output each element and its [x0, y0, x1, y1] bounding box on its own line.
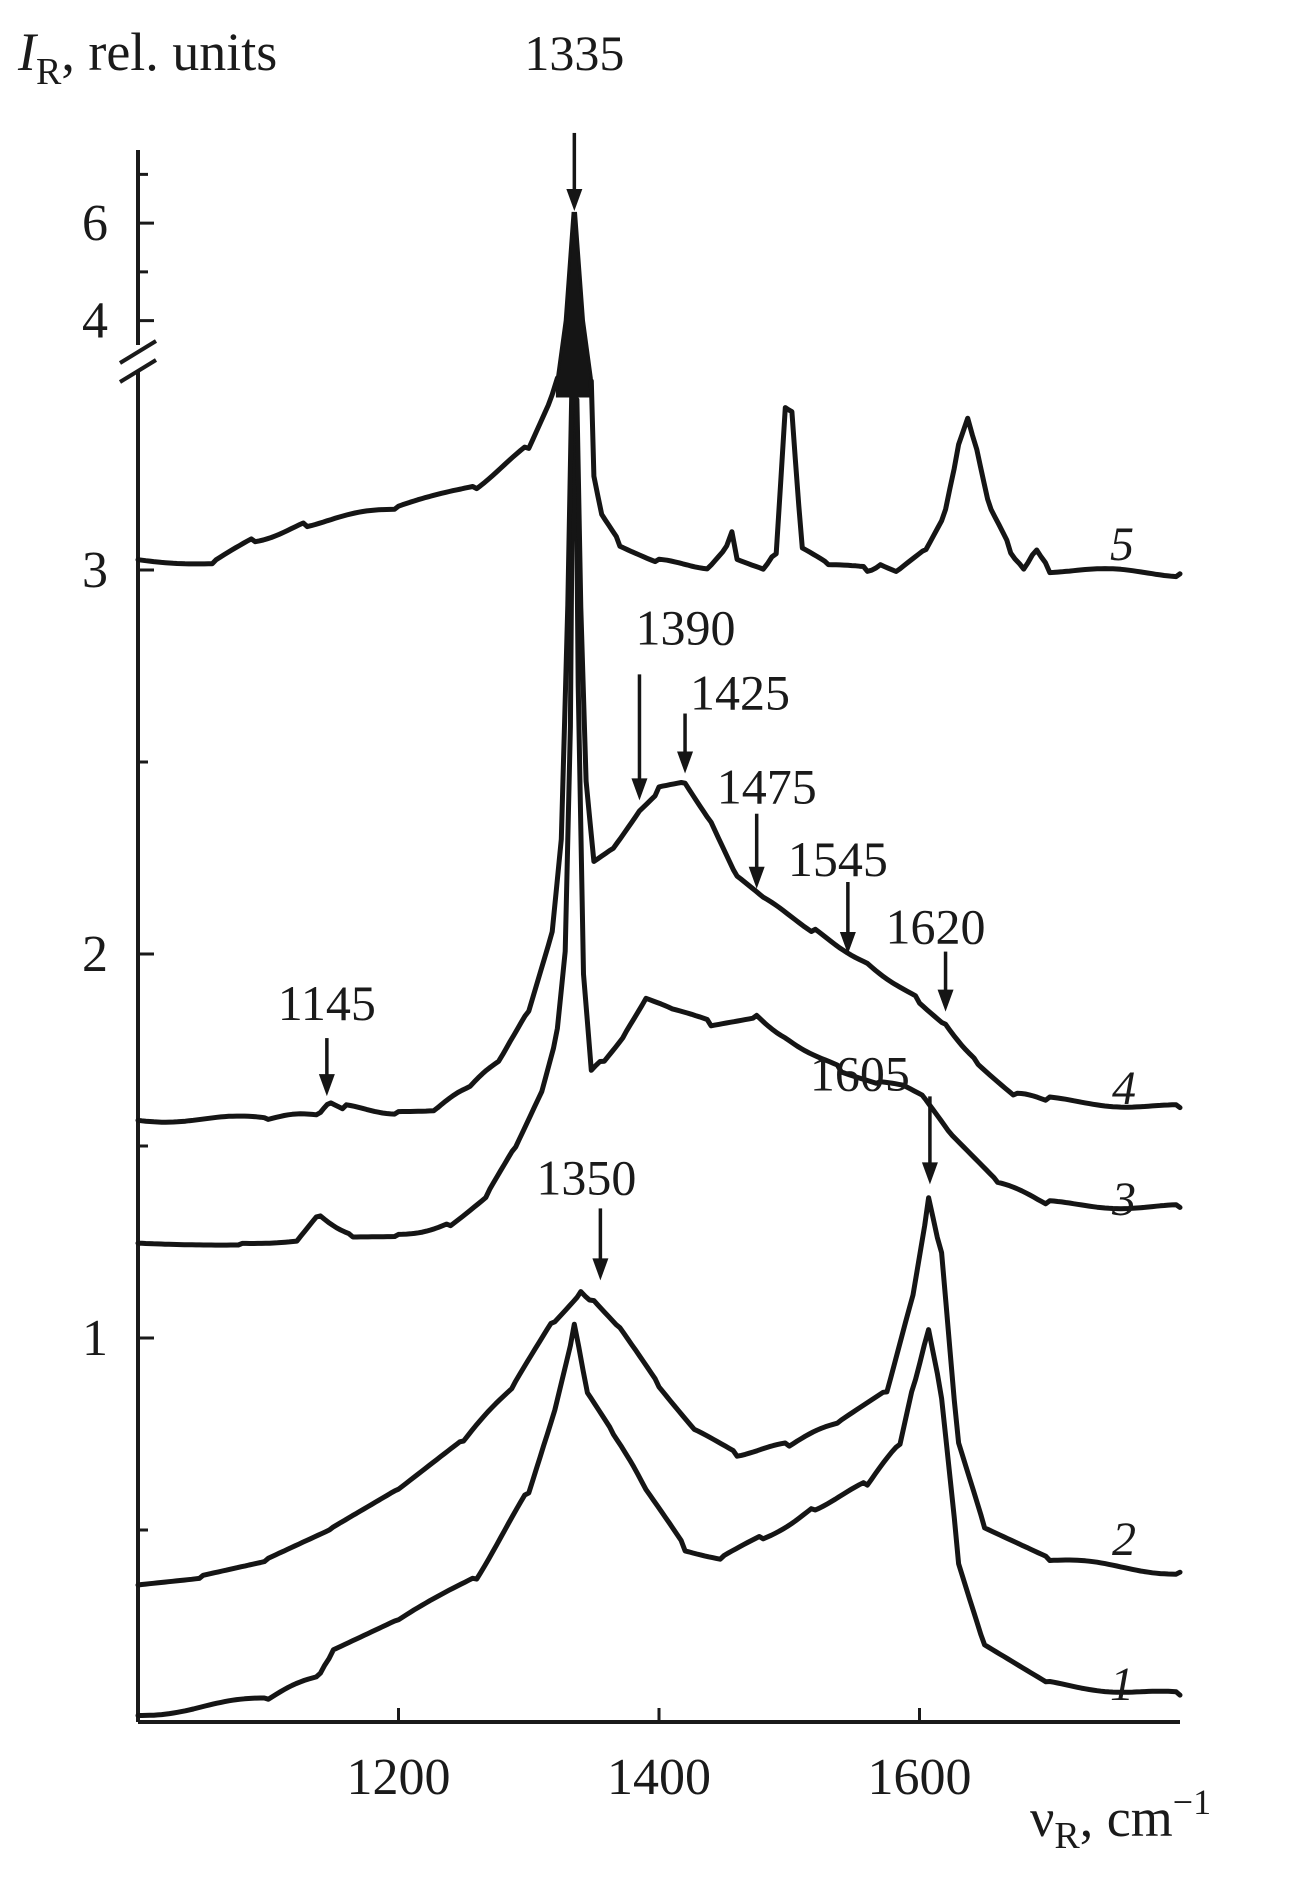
peak-arrow-1335: 1335 — [524, 25, 624, 211]
peak-arrow-1475: 1475 — [717, 759, 817, 889]
y-axis-label-subscript: R — [36, 51, 62, 93]
series-2-label: 2 — [1112, 1513, 1136, 1566]
arrow-head — [318, 1074, 335, 1097]
arrow-head — [566, 188, 583, 211]
peak-label: 1145 — [278, 975, 376, 1031]
peak-arrow-1620: 1620 — [886, 899, 986, 1012]
arrow-head — [748, 866, 765, 889]
series-5-line — [135, 375, 560, 567]
x-axis-label-symbol: ν — [1030, 1788, 1054, 1848]
x-axis-label-subscript: R — [1054, 1815, 1080, 1857]
x-tick-label: 1600 — [868, 1749, 972, 1806]
peak-arrow-1390: 1390 — [631, 599, 735, 801]
series-4-label: 4 — [1112, 1062, 1136, 1115]
axis-break-mark — [118, 339, 158, 365]
arrow-head — [937, 989, 954, 1012]
x-tick-label: 1200 — [347, 1749, 451, 1806]
series-5-peak-upper — [555, 211, 593, 398]
x-axis-label: νR, cm−1 — [1030, 1782, 1211, 1857]
series-4-line — [135, 393, 1183, 1125]
svg-text:IR, rel. units: IR, rel. units — [17, 22, 277, 93]
peak-label: 1475 — [717, 759, 817, 815]
arrow-head — [631, 778, 648, 801]
x-axis-label-text: , cm — [1080, 1788, 1173, 1848]
spectra-curves: 1 2 3 4 5 — [135, 211, 1183, 1718]
peak-arrow-1545: 1545 — [788, 831, 888, 954]
axis-break-mark — [118, 358, 158, 384]
y-tick-label: 2 — [82, 926, 108, 983]
peak-label: 1390 — [635, 599, 735, 655]
y-axis-label-symbol: I — [17, 22, 39, 82]
peak-label: 1350 — [536, 1149, 636, 1205]
y-tick-label: 6 — [82, 195, 108, 252]
x-axis-label-superscript: −1 — [1173, 1782, 1211, 1822]
peak-label: 1605 — [810, 1045, 910, 1101]
axes: 1200 1400 1600 1 2 3 4 6 — [82, 150, 1180, 1806]
y-tick-label: 3 — [82, 542, 108, 599]
peak-arrow-1605: 1605 — [810, 1045, 938, 1185]
y-tick-label: 1 — [82, 1310, 108, 1367]
arrow-head — [921, 1162, 938, 1185]
series-1-label: 1 — [1110, 1658, 1134, 1711]
series-3-label: 3 — [1111, 1173, 1136, 1226]
y-axis-label-text: , rel. units — [61, 22, 277, 82]
peak-arrow-1425: 1425 — [677, 665, 790, 774]
peak-label: 1620 — [886, 899, 986, 955]
series-5-line-tail — [588, 378, 1183, 580]
svg-text:νR, cm−1: νR, cm−1 — [1030, 1782, 1211, 1857]
series-1-line — [135, 1321, 1183, 1718]
arrow-head — [592, 1258, 609, 1281]
peak-arrow-1350: 1350 — [536, 1149, 636, 1281]
peak-label: 1335 — [524, 25, 624, 81]
peak-label: 1545 — [788, 831, 888, 887]
series-3-line — [135, 396, 1183, 1248]
arrow-head — [677, 751, 694, 774]
series-5-label: 5 — [1110, 518, 1134, 571]
peak-label: 1425 — [690, 665, 790, 721]
y-tick-label: 4 — [82, 293, 108, 350]
y-axis-label: IR, rel. units — [17, 22, 277, 93]
peak-arrow-1145: 1145 — [278, 975, 376, 1097]
peak-annotations: 1335 1145 1350 1605 1390 1425 1475 1545 1620 — [278, 25, 986, 1281]
x-tick-label: 1400 — [607, 1749, 711, 1806]
series-2-line — [135, 1195, 1183, 1588]
arrow-head — [839, 932, 856, 954]
